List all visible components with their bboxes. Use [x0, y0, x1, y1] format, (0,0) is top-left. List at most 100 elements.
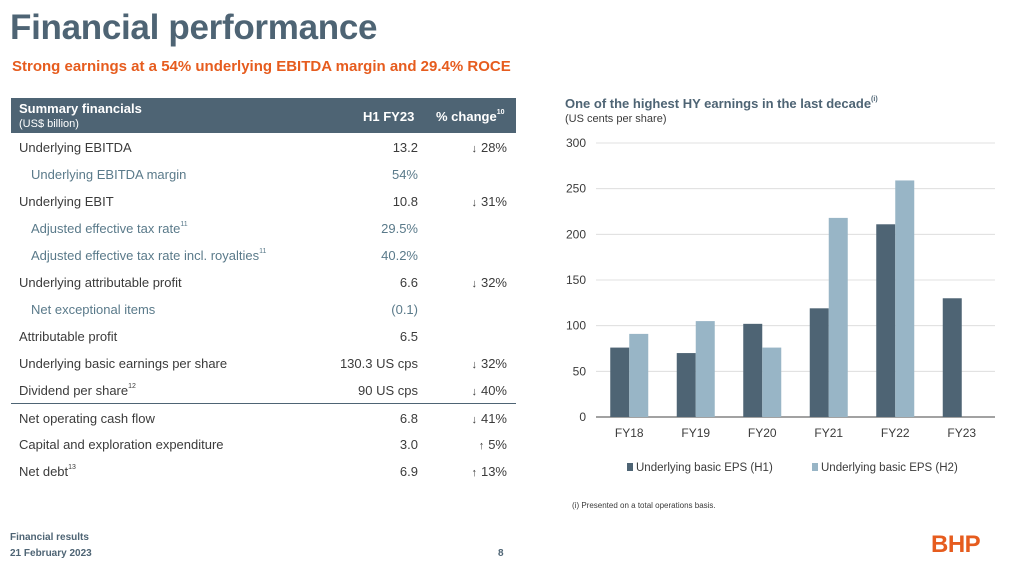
arrow-down-icon: ↓ — [471, 359, 477, 371]
row-label: Underlying EBIT — [19, 194, 114, 209]
table-row: Net exceptional items (0.1) — [11, 295, 516, 322]
arrow-down-icon: ↓ — [471, 143, 477, 155]
row-value: 3.0 — [399, 437, 418, 452]
chart-footnote: (i) Presented on a total operations basi… — [572, 501, 716, 510]
row-label: Net debt13 — [19, 464, 76, 479]
x-tick-label: FY18 — [615, 426, 644, 440]
row-value: 90 US cps — [358, 383, 418, 398]
row-change: ↑ 13% — [471, 464, 507, 479]
page-title: Financial performance — [10, 8, 378, 47]
x-tick-label: FY21 — [814, 426, 843, 440]
legend-swatch — [812, 463, 818, 471]
arrow-up-icon: ↑ — [478, 440, 485, 452]
bar-h2-fy22 — [895, 180, 915, 417]
row-label: Attributable profit — [19, 329, 118, 344]
row-value: 29.5% — [381, 221, 418, 236]
row-value: 6.9 — [399, 464, 418, 479]
row-label: Adjusted effective tax rate11 — [31, 221, 188, 236]
summary-financials-table: Summary financials (US$ billion) H1 FY23… — [11, 98, 516, 484]
row-change: ↓ 31% — [471, 194, 507, 209]
row-value: 130.3 US cps — [339, 356, 418, 371]
bar-h2-fy18 — [629, 333, 649, 417]
table-row: Underlying attributable profit 6.6 ↓ 32% — [11, 268, 516, 295]
row-value: 6.6 — [399, 275, 418, 290]
arrow-down-icon: ↓ — [471, 386, 477, 398]
row-label: Underlying EBITDA — [19, 140, 132, 155]
page-subtitle: Strong earnings at a 54% underlying EBIT… — [12, 58, 511, 75]
row-value: (0.1) — [391, 302, 418, 317]
row-label: Net exceptional items — [31, 302, 156, 317]
bhp-logo: BHP — [931, 531, 981, 558]
table-body: Underlying EBITDA 13.2 ↓ 28% Underlying EBIT… — [11, 133, 516, 484]
table-header: Summary financials (US$ billion) H1 FY23… — [11, 98, 516, 133]
x-tick-label: FY23 — [947, 426, 976, 440]
y-tick-label: 0 — [579, 410, 586, 424]
row-change: ↓ 32% — [471, 275, 507, 290]
table-row: Adjusted effective tax rate incl. royalt… — [11, 241, 516, 268]
chart-title: One of the highest HY earnings in the la… — [565, 96, 878, 111]
table-row: Net operating cash flow 6.8 ↓ 41% — [11, 403, 516, 430]
chart-subtitle: (US cents per share) — [565, 113, 667, 125]
bar-h1-fy21 — [809, 308, 829, 417]
y-tick-label: 300 — [566, 136, 586, 150]
bar-h2-fy20 — [762, 347, 782, 417]
row-value: 6.5 — [399, 329, 418, 344]
column-header-h1-fy23: H1 FY23 — [363, 109, 415, 124]
bar-h2-fy21 — [828, 217, 848, 417]
table-row: Attributable profit 6.5 — [11, 322, 516, 349]
footer-date: 21 February 2023 — [10, 548, 92, 559]
row-change: ↓ 41% — [471, 411, 507, 426]
footer-title: Financial results — [10, 532, 89, 543]
bar-h1-fy18 — [610, 347, 630, 417]
y-tick-label: 100 — [566, 319, 586, 333]
x-tick-label: FY19 — [681, 426, 710, 440]
column-header-change: % change10 — [436, 109, 505, 124]
arrow-down-icon: ↓ — [471, 197, 477, 209]
eps-bar-chart: 0 50 100 150 200 250 300 FY18 FY19 FY20 FY21 FY22 FY… — [566, 136, 995, 474]
y-tick-label: 150 — [566, 273, 586, 287]
row-label: Dividend per share12 — [19, 383, 136, 398]
arrow-up-icon: ↑ — [471, 467, 477, 479]
row-value: 10.8 — [392, 194, 418, 209]
row-label: Underlying attributable profit — [19, 275, 182, 290]
bar-h1-fy23 — [942, 298, 962, 417]
row-label: Capital and exploration expenditure — [19, 437, 224, 452]
row-label: Underlying EBITDA margin — [31, 167, 187, 182]
row-value: 13.2 — [392, 140, 418, 155]
table-header-sub: (US$ billion) — [19, 118, 79, 130]
page-number: 8 — [498, 548, 504, 559]
table-row: Adjusted effective tax rate11 29.5% — [11, 214, 516, 241]
table-row: Underlying EBITDA margin 54% — [11, 160, 516, 187]
bar-h1-fy19 — [676, 353, 696, 417]
bar-h1-fy20 — [743, 323, 763, 417]
y-tick-label: 250 — [566, 182, 586, 196]
table-header-label: Summary financials — [19, 101, 142, 116]
table-row: Net debt13 6.9 ↑ 13% — [11, 457, 516, 484]
legend-swatch — [627, 463, 633, 471]
row-change: ↓ 40% — [471, 383, 507, 398]
table-row: Dividend per share12 90 US cps ↓ 40% — [11, 376, 516, 403]
legend-label: Underlying basic EPS (H1) — [636, 462, 773, 474]
row-value: 54% — [391, 167, 418, 182]
arrow-down-icon: ↓ — [471, 414, 477, 426]
arrow-down-icon: ↓ — [471, 278, 477, 290]
x-tick-label: FY22 — [881, 426, 910, 440]
bar-h2-fy19 — [695, 321, 715, 417]
row-value: 6.8 — [399, 411, 418, 426]
table-row: Underlying basic earnings per share 130.3… — [11, 349, 516, 376]
row-label: Adjusted effective tax rate incl. royalt… — [31, 248, 267, 263]
row-label: Underlying basic earnings per share — [19, 356, 228, 371]
table-row: Underlying EBITDA 13.2 ↓ 28% — [11, 133, 516, 160]
row-label: Net operating cash flow — [19, 411, 155, 426]
y-tick-label: 200 — [566, 227, 586, 241]
row-change: ↓ 32% — [471, 356, 507, 371]
table-row: Underlying EBIT 10.8 ↓ 31% — [11, 187, 516, 214]
legend-label: Underlying basic EPS (H2) — [821, 462, 958, 474]
y-tick-label: 50 — [573, 364, 587, 378]
row-change: ↓ 28% — [471, 140, 507, 155]
row-value: 40.2% — [381, 248, 418, 263]
x-tick-label: FY20 — [748, 426, 777, 440]
table-row: Capital and exploration expenditure 3.0 ↑ 5… — [11, 430, 516, 457]
row-change: ↑ 5% — [478, 437, 507, 452]
bar-h1-fy22 — [876, 224, 896, 417]
